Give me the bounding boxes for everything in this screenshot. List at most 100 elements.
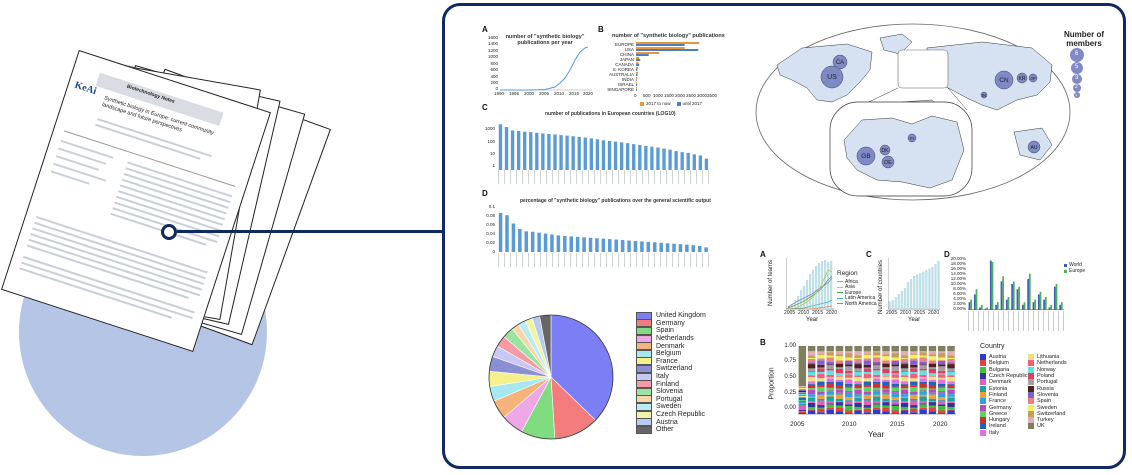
stack-segment bbox=[947, 358, 955, 363]
legend-swatch bbox=[636, 326, 652, 335]
xtick: 1500 bbox=[664, 93, 675, 98]
world-map: CA US CN KR JP IN AU FI DK GB DE bbox=[755, 23, 1071, 201]
legend-swatch bbox=[980, 429, 986, 436]
bar bbox=[644, 145, 648, 170]
stack-segment bbox=[807, 355, 816, 359]
legend-label: Turkey bbox=[1037, 417, 1054, 424]
bar-until-2017 bbox=[636, 44, 685, 46]
stack-segment bbox=[928, 376, 937, 380]
stack-segment bbox=[919, 377, 927, 379]
stack-segment bbox=[807, 362, 816, 365]
stack-segment bbox=[882, 346, 890, 352]
ytick: 200 bbox=[490, 80, 498, 85]
stack-segment bbox=[872, 364, 881, 366]
bar-2017-to-now bbox=[636, 52, 660, 54]
stack-segment bbox=[882, 363, 890, 364]
ytick: 0.02 bbox=[486, 240, 495, 245]
stack-segment bbox=[863, 346, 872, 352]
teams-a-chart bbox=[786, 258, 834, 310]
stack-segment bbox=[798, 346, 807, 386]
map-legend-bubbles bbox=[1070, 48, 1084, 98]
stack-segment bbox=[835, 385, 844, 389]
bar-europe bbox=[1023, 302, 1026, 310]
stack-segment bbox=[947, 346, 955, 352]
legend-label: Austria bbox=[989, 354, 1007, 361]
legend-label: Greece bbox=[989, 410, 1008, 417]
bar bbox=[815, 266, 818, 309]
xtick: 2005 bbox=[886, 310, 898, 316]
bar bbox=[632, 144, 636, 170]
stack-segment bbox=[826, 391, 834, 395]
stack-segment bbox=[845, 383, 853, 387]
stack-segment bbox=[835, 407, 844, 412]
stack-segment bbox=[845, 410, 853, 414]
legend-label: Finland bbox=[656, 380, 679, 388]
stack-segment bbox=[854, 346, 862, 352]
stack-segment bbox=[928, 354, 937, 357]
bar-until-2017 bbox=[636, 59, 641, 61]
stack-segment bbox=[845, 404, 853, 407]
bar bbox=[797, 296, 800, 309]
stack-segment bbox=[900, 389, 909, 395]
legend-item: Turkey bbox=[1028, 417, 1067, 424]
stack-segment bbox=[854, 371, 862, 376]
stack-segment bbox=[938, 360, 946, 362]
stack-segment bbox=[826, 407, 834, 410]
stack-segment bbox=[826, 357, 834, 362]
xtick: 2020 bbox=[933, 421, 948, 428]
journal-logo: KeAi bbox=[73, 79, 98, 98]
legend-value: 5 bbox=[1075, 64, 1079, 70]
legend-item: World bbox=[1064, 262, 1085, 268]
stack-segment bbox=[938, 392, 946, 398]
legend-swatch bbox=[1064, 263, 1067, 267]
legend-item: Bulgaria bbox=[980, 366, 1028, 373]
stack-segment bbox=[938, 361, 946, 365]
stack-segment bbox=[910, 398, 918, 401]
stack-segment bbox=[807, 375, 816, 377]
xtick: 2005 bbox=[539, 91, 550, 96]
legend-swatch bbox=[636, 334, 652, 343]
bar-europe bbox=[975, 289, 978, 310]
stack-segment bbox=[900, 401, 909, 403]
stack-segment bbox=[928, 373, 937, 376]
bar bbox=[821, 261, 824, 309]
stack-segment bbox=[798, 387, 807, 388]
ytick: 0.25 bbox=[784, 390, 796, 396]
legend-label: until 2017 bbox=[682, 101, 703, 106]
stack-segment bbox=[900, 375, 909, 377]
stack-segment bbox=[845, 360, 853, 362]
legend-label: Russia bbox=[1037, 385, 1054, 392]
legend-item: Poland bbox=[1028, 373, 1067, 380]
ytick: 8.00% bbox=[953, 286, 966, 291]
stack-segment bbox=[845, 379, 853, 384]
teams-d-legend: World Europe bbox=[1064, 262, 1085, 274]
stack-segment bbox=[882, 380, 890, 382]
bar bbox=[803, 286, 806, 309]
stack-segment bbox=[919, 407, 927, 410]
bar-europe bbox=[1012, 281, 1015, 310]
stack-segment bbox=[938, 370, 946, 374]
stack-segment bbox=[863, 354, 872, 355]
bar bbox=[900, 291, 904, 309]
panel-b-letter: B bbox=[598, 25, 604, 34]
bar bbox=[698, 155, 703, 170]
bar bbox=[812, 270, 815, 309]
bar-europe bbox=[1002, 276, 1005, 310]
stack-segment bbox=[845, 370, 853, 374]
teams-b-legend-title: Country bbox=[980, 343, 1005, 350]
stack-segment bbox=[928, 356, 937, 361]
bubble-in bbox=[980, 91, 988, 99]
continent-greenland bbox=[879, 33, 913, 55]
bar-europe bbox=[1034, 299, 1037, 310]
stack-segment bbox=[928, 392, 937, 395]
stack-segment bbox=[910, 368, 918, 372]
europe-inset-land bbox=[843, 115, 965, 189]
bar-europe bbox=[980, 304, 983, 310]
bubble-label-jp: JP bbox=[1030, 76, 1035, 81]
stack-segment bbox=[854, 389, 862, 395]
stack-segment bbox=[798, 411, 807, 412]
stack-segment bbox=[947, 368, 955, 371]
category-label: SINGAPORE bbox=[607, 87, 634, 92]
legend-label: UK bbox=[1037, 423, 1045, 430]
legend-label: Portugal bbox=[656, 395, 683, 403]
